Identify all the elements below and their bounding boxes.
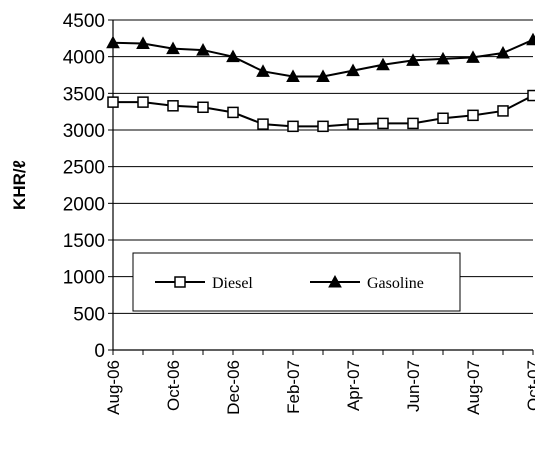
y-tick-label: 2500 (63, 158, 105, 179)
x-tick-label: Aug-06 (104, 360, 123, 415)
gasoline-point (406, 53, 420, 66)
y-tick-label: 1500 (63, 231, 105, 252)
x-tick-label: Dec-06 (224, 360, 243, 415)
gasoline-point (436, 51, 450, 65)
x-axis-ticks: Aug-06 Oct-06 Dec-06 Feb-07 Apr-07 Jun-07 Aug-… (104, 350, 535, 415)
gasoline-point (256, 64, 270, 77)
axes (112, 20, 533, 351)
gasoline-point (196, 43, 210, 56)
y-tick-label: 3000 (63, 121, 105, 142)
gasoline-point (496, 45, 510, 59)
gasoline-point (466, 50, 480, 63)
diesel-point (437, 112, 449, 125)
diesel-point (527, 89, 535, 102)
gasoline-point (226, 49, 240, 63)
legend-marker-gasoline (328, 274, 342, 288)
diesel-point (377, 117, 389, 130)
diesel-point (407, 117, 419, 130)
gasoline-point (316, 69, 330, 82)
series-lines (106, 32, 535, 133)
gasoline-point (346, 63, 360, 77)
diesel-point (257, 118, 269, 130)
diesel-point (167, 100, 179, 112)
gasoline-point (526, 32, 535, 46)
y-axis-ticks: 0 500 1000 1500 2000 2500 3000 3500 4000 4500 (63, 11, 113, 362)
y-tick-label: 1000 (63, 268, 105, 289)
x-tick-label: Apr-07 (344, 360, 363, 411)
gasoline-point (286, 69, 300, 82)
legend-marker-diesel (174, 276, 186, 288)
legend: Diesel Gasoline (132, 252, 461, 312)
x-tick-label: Jun-07 (404, 360, 423, 412)
diesel-point (137, 96, 149, 108)
diesel-point (197, 101, 209, 114)
gasoline-point (376, 57, 390, 71)
y-tick-label: 4000 (63, 48, 105, 69)
diesel-point (467, 109, 479, 122)
diesel-point (497, 105, 509, 117)
diesel-point (347, 118, 359, 130)
y-tick-label: 2000 (63, 194, 105, 215)
y-tick-label: 0 (94, 341, 105, 362)
diesel-point (287, 120, 299, 133)
y-axis-label: KHR/ℓ (10, 160, 29, 210)
x-tick-label: Oct-06 (164, 360, 183, 411)
diesel-point (317, 120, 329, 133)
x-tick-label: Oct-07 (524, 360, 535, 411)
y-tick-label: 500 (73, 304, 105, 325)
diesel-point (227, 106, 239, 119)
legend-label-diesel: Diesel (212, 275, 253, 292)
gasoline-point (106, 35, 120, 49)
y-tick-label: 4500 (63, 11, 105, 32)
x-tick-label: Aug-07 (464, 360, 483, 415)
diesel-point (107, 96, 119, 108)
y-tick-label: 3500 (63, 84, 105, 105)
legend-label-gasoline: Gasoline (367, 275, 424, 292)
gasoline-point (136, 36, 150, 49)
x-tick-label: Feb-07 (284, 360, 303, 414)
gasoline-point (166, 41, 180, 55)
